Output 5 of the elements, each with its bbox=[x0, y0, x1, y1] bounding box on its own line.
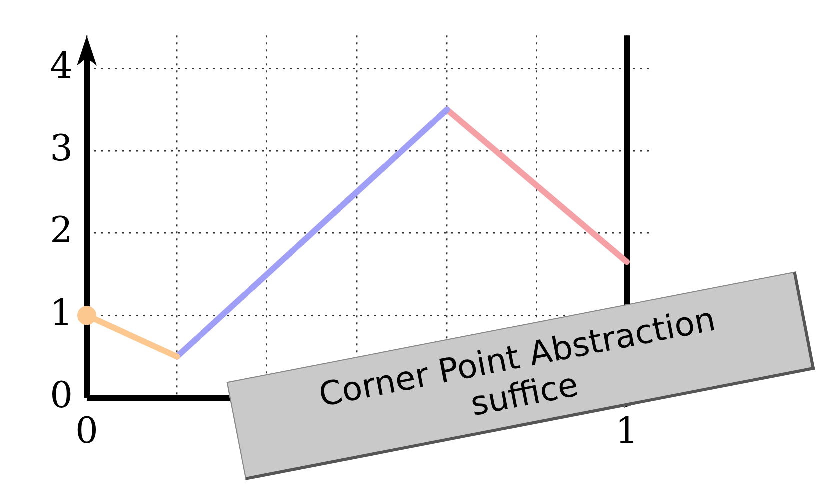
y-tick-label: 1 bbox=[50, 292, 73, 334]
y-tick-label: 0 bbox=[50, 375, 73, 416]
y-tick-label: 4 bbox=[50, 46, 73, 87]
y-tick-label: 2 bbox=[50, 210, 73, 252]
y-tick-label: 3 bbox=[50, 128, 73, 170]
